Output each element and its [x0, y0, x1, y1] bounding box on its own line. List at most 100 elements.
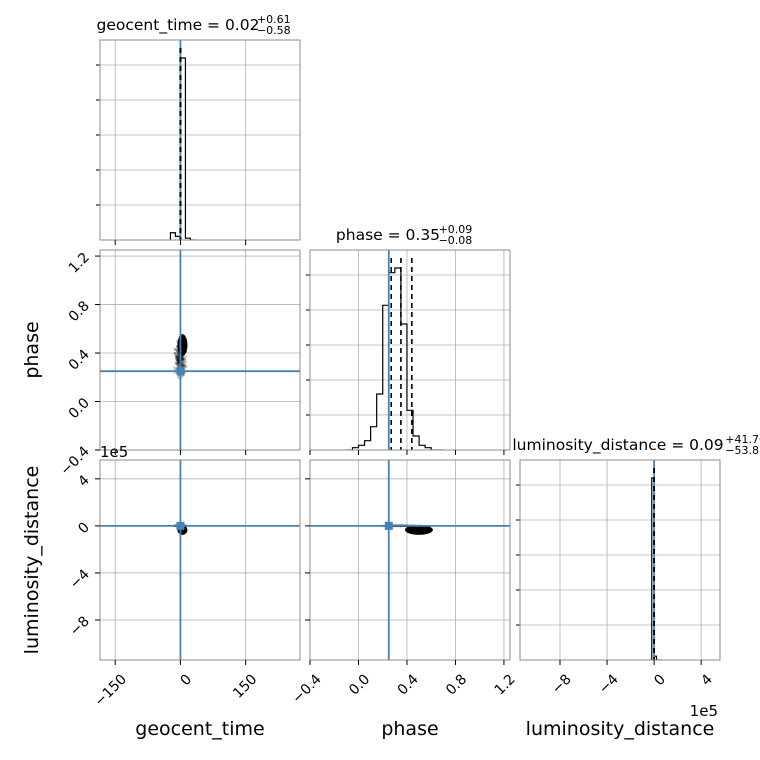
grid-layer	[100, 40, 720, 660]
sample-point	[175, 357, 178, 360]
sample-point	[176, 364, 179, 367]
y-tick-label: 0	[75, 519, 93, 537]
sample-point	[175, 348, 178, 351]
sample-point	[184, 365, 187, 369]
sample-point	[176, 361, 180, 364]
sample-point	[181, 365, 184, 368]
sample-point	[181, 356, 185, 359]
sample-point	[177, 353, 180, 357]
sample-point	[184, 365, 187, 368]
sample-point	[175, 355, 178, 358]
sample-point	[175, 356, 178, 359]
sample-point	[174, 361, 177, 365]
sample-point	[180, 356, 184, 359]
sample-point	[176, 358, 180, 361]
sample-point	[177, 353, 180, 356]
sample-point	[176, 359, 179, 362]
sample-point	[174, 356, 177, 359]
sample-point	[177, 358, 180, 361]
sample-point	[181, 357, 185, 361]
x-axis-label-phase: phase	[381, 718, 438, 740]
sample-point	[173, 352, 177, 355]
sample-point	[173, 365, 176, 368]
sample-point	[177, 356, 180, 359]
sample-point	[177, 361, 180, 364]
sample-point	[181, 361, 184, 364]
sample-point	[176, 363, 179, 366]
sample-point	[182, 364, 186, 368]
sample-point	[175, 345, 179, 348]
x-axis-label-geocent_time: geocent_time	[135, 718, 264, 740]
panel-frame	[309, 459, 511, 661]
sample-point	[175, 358, 178, 361]
x-tick-label: 0.8	[443, 671, 470, 698]
x-tick-label: 0	[178, 671, 196, 689]
sample-point	[177, 352, 180, 355]
sample-point	[175, 360, 178, 363]
frame-layer	[95, 39, 721, 665]
panel-title-geocent_time: geocent_time = 0.02+0.61−0.58	[97, 13, 291, 37]
panel-frame	[519, 459, 721, 661]
sample-point	[177, 353, 181, 357]
sample-point	[181, 358, 184, 361]
sample-point	[185, 366, 188, 369]
sample-point	[181, 364, 185, 367]
sample-point	[183, 356, 186, 359]
panel-title-luminosity_distance: luminosity_distance = 0.09+41.76−53.81	[512, 433, 760, 457]
sample-point	[176, 351, 179, 354]
mark-layer	[100, 40, 662, 660]
title-main: phase = 0.35	[336, 226, 440, 244]
sample-point	[176, 362, 179, 365]
title-sub: −53.81	[725, 444, 760, 457]
sample-point	[182, 356, 185, 359]
sample-point	[176, 356, 179, 359]
sample-point	[176, 353, 179, 356]
sample-point	[174, 347, 177, 351]
sample-point	[182, 357, 185, 360]
sample-point	[175, 357, 178, 360]
title-main: luminosity_distance = 0.09	[512, 436, 723, 455]
histogram-phase	[346, 267, 444, 450]
y-tick-label: −4	[67, 566, 93, 592]
sample-point	[177, 361, 180, 364]
histogram-luminosity_distance	[649, 477, 662, 660]
sample-point	[176, 358, 180, 361]
sample-point	[175, 339, 179, 342]
panel-2-0	[100, 460, 300, 660]
sample-point	[176, 348, 179, 351]
sample-point	[175, 362, 178, 365]
sample-point	[181, 364, 184, 367]
title-sup: +41.76	[725, 433, 760, 446]
sample-point	[175, 357, 179, 360]
sample-point	[176, 355, 180, 358]
x-tick-label: 4	[698, 671, 716, 689]
panel-frame	[99, 459, 301, 661]
sample-point	[180, 363, 184, 366]
sample-point	[174, 351, 177, 355]
x-axis-label-luminosity_distance: luminosity_distance	[526, 718, 715, 740]
x-tick-label: 0.4	[395, 671, 422, 698]
title-sub: −0.58	[257, 24, 291, 37]
panel-frame	[99, 39, 301, 241]
sample-point	[183, 358, 186, 361]
sample-point	[176, 376, 179, 379]
sample-point	[182, 363, 185, 366]
sample-point	[176, 356, 179, 359]
sample-point	[176, 354, 179, 358]
y-tick-label: 0.0	[66, 395, 93, 422]
truth-marker	[176, 521, 185, 530]
sample-point	[175, 359, 178, 362]
density-core	[404, 524, 433, 535]
y-tick-label: 0.8	[66, 298, 93, 325]
density-core	[177, 334, 188, 357]
truth-marker	[176, 367, 185, 376]
sample-point	[183, 363, 187, 367]
sample-point	[177, 364, 180, 367]
panel-title-phase: phase = 0.35+0.09−0.08	[336, 223, 472, 247]
sample-point	[177, 355, 180, 359]
sample-point	[176, 362, 180, 366]
sample-point	[180, 363, 184, 367]
sample-point	[176, 350, 179, 353]
y-tick-label: −8	[67, 614, 93, 640]
